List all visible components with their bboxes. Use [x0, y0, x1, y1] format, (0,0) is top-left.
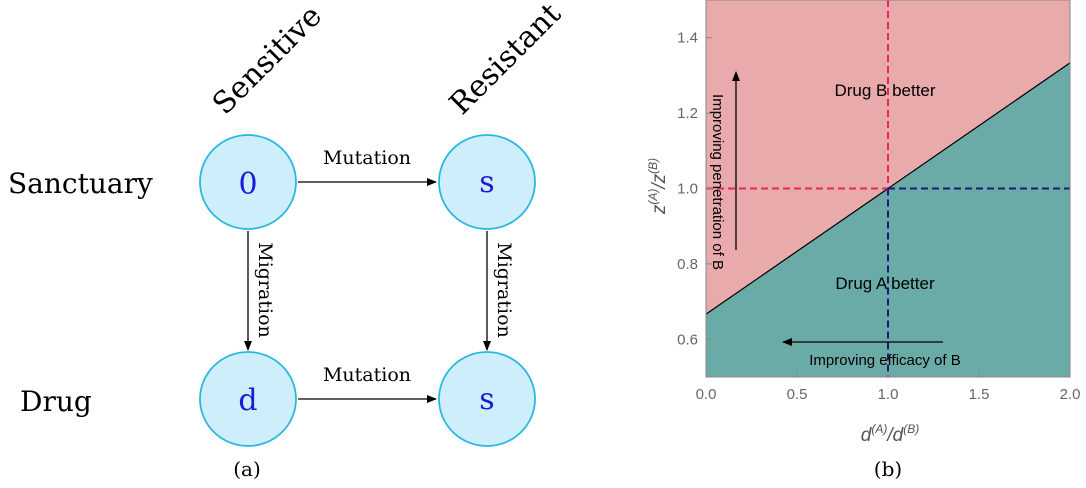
node-drug-sensitive: d	[199, 351, 297, 447]
panel-a: Sensitive Resistant Sanctuary Drug Mutat…	[8, 0, 568, 481]
caption-a: (a)	[233, 457, 261, 481]
node-label: s	[479, 165, 494, 200]
edge-label-migration-left: Migration	[254, 242, 276, 338]
x-tick-label: 1.5	[969, 386, 990, 403]
node-label: d	[238, 383, 257, 418]
node-sanctuary-resistant: s	[438, 134, 536, 230]
x-tick-label: 0.5	[787, 386, 808, 403]
x-tick-label: 2.0	[1060, 386, 1081, 403]
edge-label-migration-right: Migration	[493, 242, 515, 338]
x-tick-label: 0.0	[696, 386, 717, 403]
node-drug-resistant: s	[438, 351, 536, 447]
row-header-drug: Drug	[20, 385, 92, 418]
region-label-drug-a: Drug A better	[835, 274, 935, 293]
region-drug-a-better	[706, 62, 1070, 378]
plot-area	[705, 0, 1071, 378]
caption-b: (b)	[874, 457, 902, 481]
node-sanctuary-sensitive: 0	[199, 134, 297, 230]
arrow-label-efficacy: Improving efficacy of B	[809, 352, 960, 369]
node-label: 0	[238, 167, 257, 202]
node-label: s	[479, 382, 494, 417]
x-axis-title: d(A)/d(B)	[861, 422, 919, 446]
y-tick-label: 0.6	[677, 331, 698, 348]
arrow-label-penetration: Improving penetration of B	[709, 94, 726, 270]
y-tick-label: 0.8	[677, 256, 698, 273]
row-header-sanctuary: Sanctuary	[8, 167, 153, 200]
edge-label-mutation-top: Mutation	[323, 147, 411, 169]
axes: 0.0 0.5 1.0 1.5 2.0 0.6 0.8 1.0 1.2 1.4	[677, 0, 1080, 403]
col-header-resistant: Resistant	[443, 0, 568, 122]
edge-label-mutation-bottom: Mutation	[323, 364, 411, 386]
x-tick-label: 1.0	[878, 386, 899, 403]
y-tick-label: 1.0	[677, 181, 698, 198]
y-tick-label: 1.4	[677, 30, 698, 47]
region-label-drug-b: Drug B better	[834, 81, 935, 100]
col-header-sensitive: Sensitive	[206, 0, 329, 122]
panel-b: 0.0 0.5 1.0 1.5 2.0 0.6 0.8 1.0 1.2 1.4 d(A)/d(B)…	[646, 0, 1080, 481]
y-tick-label: 1.2	[677, 105, 698, 122]
y-axis-title: z(A)/z(B)	[646, 158, 670, 215]
